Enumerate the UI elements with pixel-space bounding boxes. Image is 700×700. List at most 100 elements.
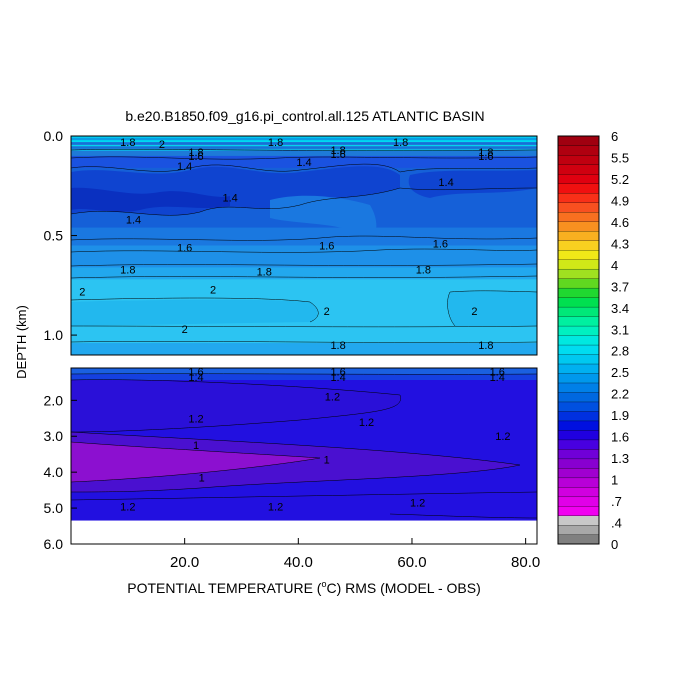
colorbar-label-14: 4.3 [611,236,629,251]
upper-contour-label-11: 1.4 [296,157,311,169]
lower-contour-line-5 [389,513,538,519]
lower-contour-label-4: 1.6 [490,367,505,379]
colorbar-swatch-25 [557,297,600,308]
colorbar-swatch-0 [557,534,600,545]
colorbar-label-17: 5.2 [611,172,629,187]
colorbar-label-6: 1.9 [611,408,629,423]
colorbar-swatch-3 [557,505,600,516]
colorbar-swatch-13 [557,411,600,422]
colorbar-swatch-7 [557,467,600,479]
upper-contour-label-25: 2 [182,324,188,336]
upper-blob-4 [270,195,377,241]
lower-contour-line-4 [70,491,538,501]
chart-title: b.e20.B1850.f09_g16.pi_control.all.125 A… [125,108,484,124]
upper-contour-label-23: 2 [324,306,330,318]
upper-contour-label-27: 1.8 [478,340,493,352]
upper-contour-label-21: 2 [79,286,85,298]
upper-contour-line-2 [70,163,538,173]
colorbar-swatch-5 [557,486,600,498]
lower-minimum-core [71,442,320,482]
colorbar-swatch-27 [557,278,600,289]
colorbar-swatch-34 [557,211,600,222]
colorbar-swatch-4 [557,496,600,507]
x-tick-label-3: 80.0 [511,554,540,571]
colorbar-label-13: 4 [611,258,618,273]
upper-contour-label-9: 1.6 [478,151,493,163]
lower-y-tick-label-1: 3.0 [44,428,64,444]
lower-contour-label-1: 1.4 [188,372,203,384]
lower-top-band-2 [71,374,537,380]
lower-panel-fill [71,368,537,544]
upper-contour-label-17: 1.6 [433,239,448,251]
upper-contour-line-7 [70,275,538,279]
colorbar-swatch-37 [557,183,600,194]
lower-contour-label-13: 1.2 [120,501,135,513]
lower-contour-label-11: 1 [324,455,330,467]
upper-contour-line-9 [447,290,538,327]
upper-contour-label-10: 1.4 [177,161,192,173]
upper-blob-5 [71,299,318,326]
x-axis-label: POTENTIAL TEMPERATURE (oC) RMS (MODEL - … [127,579,481,596]
colorbar-swatch-36 [557,192,600,203]
colorbar-label-0: 0 [611,537,618,552]
colorbar-label-19: 6 [611,129,618,144]
lower-contour-label-3: 1.4 [330,372,345,384]
upper-contour-label-20: 1.8 [416,264,431,276]
colorbar-swatch-6 [557,477,600,488]
lower-contour-line-2 [70,431,521,493]
upper-contour-label-26: 1.8 [330,340,345,352]
upper-contour-label-5: 1.6 [188,151,203,163]
upper-contour-label-8: 1.8 [478,147,493,159]
lower-y-tick-label-0: 2.0 [44,392,64,408]
colorbar-swatch-9 [557,448,600,460]
lower-y-tick-label-3: 5.0 [44,500,64,516]
upper-contour-label-18: 1.8 [120,264,135,276]
upper-contour-line-11 [70,341,538,343]
upper-blob-2 [71,187,230,212]
colorbar-swatch-35 [557,202,600,213]
lower-contour-label-2: 1.6 [330,367,345,379]
lower-contour-label-7: 1.2 [188,413,203,425]
upper-band-1 [71,141,537,157]
upper-band-5 [71,245,537,268]
colorbar-swatch-11 [557,429,600,441]
lower-contour-line-0 [70,373,538,375]
colorbar-label-4: 1.3 [611,451,629,466]
colorbar-label-9: 2.8 [611,344,629,359]
upper-contour-line-0 [70,149,538,151]
upper-contour-label-4: 1.8 [188,147,203,159]
colorbar-swatch-42 [557,135,600,146]
upper-contour-label-6: 1.8 [330,145,345,157]
colorbar-swatch-20 [557,344,600,355]
lower-contour-label-8: 1.2 [359,417,374,429]
colorbar-label-10: 3.1 [611,322,629,337]
lower-mid-band [71,379,401,432]
colorbar-label-7: 2.2 [611,387,629,402]
lower-contour-label-6: 1.2 [325,392,340,404]
upper-contour-line-1 [70,156,538,160]
x-axis-label-tail: C) RMS (MODEL - OBS) [326,580,480,596]
colorbar-swatch-10 [557,439,600,450]
lower-contour-label-0: 1.6 [188,367,203,379]
upper-contour-label-22: 2 [210,284,216,296]
upper-contour-line-10 [70,325,538,328]
upper-panel-frame [70,135,538,356]
colorbar-swatch-33 [557,221,600,232]
colorbar-swatch-29 [557,259,600,270]
colorbar-label-8: 2.5 [611,365,629,380]
colorbar: 0 .4 .7 1 1.3 1.6 1.9 2.2 2.5 2.8 3.1 3.4 3.7 4 4.3 4.6… [557,129,629,552]
upper-contour-label-24: 2 [471,306,477,318]
y-axis-label: DEPTH (km) [14,305,29,379]
x-tick-label-0: 20.0 [170,554,199,571]
upper-blob-3 [408,170,537,198]
colorbar-swatch-18 [557,363,600,374]
upper-contour-label-1: 2 [159,139,165,151]
colorbar-frame [557,135,600,545]
colorbar-label-15: 4.6 [611,215,629,230]
upper-contour-label-2: 1.8 [268,137,283,149]
lower-contour-label-15: 1.2 [410,498,425,510]
colorbar-swatch-30 [557,249,600,260]
